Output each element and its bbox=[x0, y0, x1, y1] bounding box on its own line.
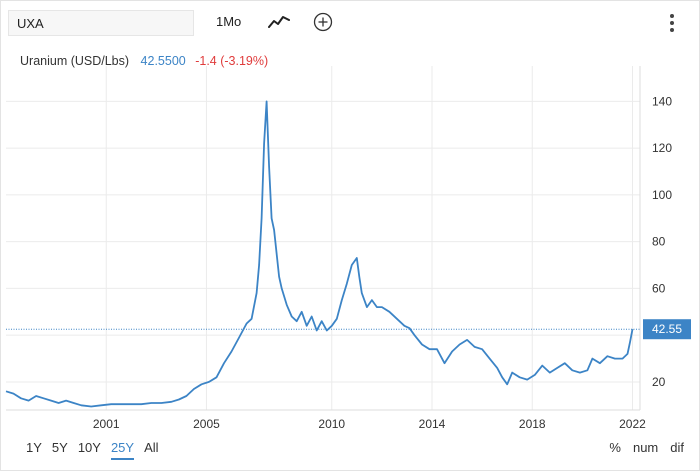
range-button-all[interactable]: All bbox=[144, 440, 159, 455]
more-vertical-icon[interactable] bbox=[666, 12, 678, 34]
range-button-25y[interactable]: 25Y bbox=[110, 440, 135, 460]
y-tick-label: 120 bbox=[652, 141, 672, 155]
y-tick-label: 100 bbox=[652, 188, 672, 202]
mode-button-percent[interactable]: % bbox=[609, 440, 621, 455]
y-tick-label: 20 bbox=[652, 375, 666, 389]
line-chart-icon[interactable] bbox=[268, 13, 290, 31]
y-tick-label: 140 bbox=[652, 94, 672, 108]
symbol-input[interactable] bbox=[8, 10, 194, 36]
series-legend: Uranium (USD/Lbs) 42.5500 -1.4 (-3.19%) bbox=[20, 54, 268, 68]
last-price: 42.5500 bbox=[140, 54, 186, 68]
scale-mode-selector: % num dif bbox=[597, 440, 684, 455]
x-tick-label: 2014 bbox=[419, 417, 446, 431]
x-tick-label: 2022 bbox=[619, 417, 646, 431]
range-button-10y[interactable]: 10Y bbox=[77, 440, 101, 455]
series-line bbox=[5, 100, 634, 408]
y-tick-label: 60 bbox=[652, 281, 666, 295]
x-tick-label: 2018 bbox=[519, 417, 546, 431]
mode-button-num[interactable]: num bbox=[632, 440, 659, 455]
last-value-badge bbox=[643, 319, 691, 340]
series-name: Uranium (USD/Lbs) bbox=[20, 54, 130, 68]
chart-toolbar: 1Mo bbox=[0, 0, 700, 44]
mode-button-dif[interactable]: dif bbox=[670, 440, 684, 455]
add-compare-icon[interactable] bbox=[313, 12, 333, 32]
y-tick-label: 80 bbox=[652, 235, 666, 249]
range-button-5y[interactable]: 5Y bbox=[51, 440, 68, 455]
price-change: -1.4 (-3.19%) bbox=[195, 54, 269, 68]
x-tick-label: 2001 bbox=[93, 417, 120, 431]
x-tick-label: 2010 bbox=[318, 417, 345, 431]
range-button-1y[interactable]: 1Y bbox=[26, 440, 42, 455]
period-button[interactable]: 1Mo bbox=[216, 14, 242, 29]
range-selector: 1Y 5Y 10Y 25Y All bbox=[26, 440, 169, 460]
last-value-label: 42.55 bbox=[652, 322, 682, 336]
x-tick-label: 2005 bbox=[193, 417, 220, 431]
